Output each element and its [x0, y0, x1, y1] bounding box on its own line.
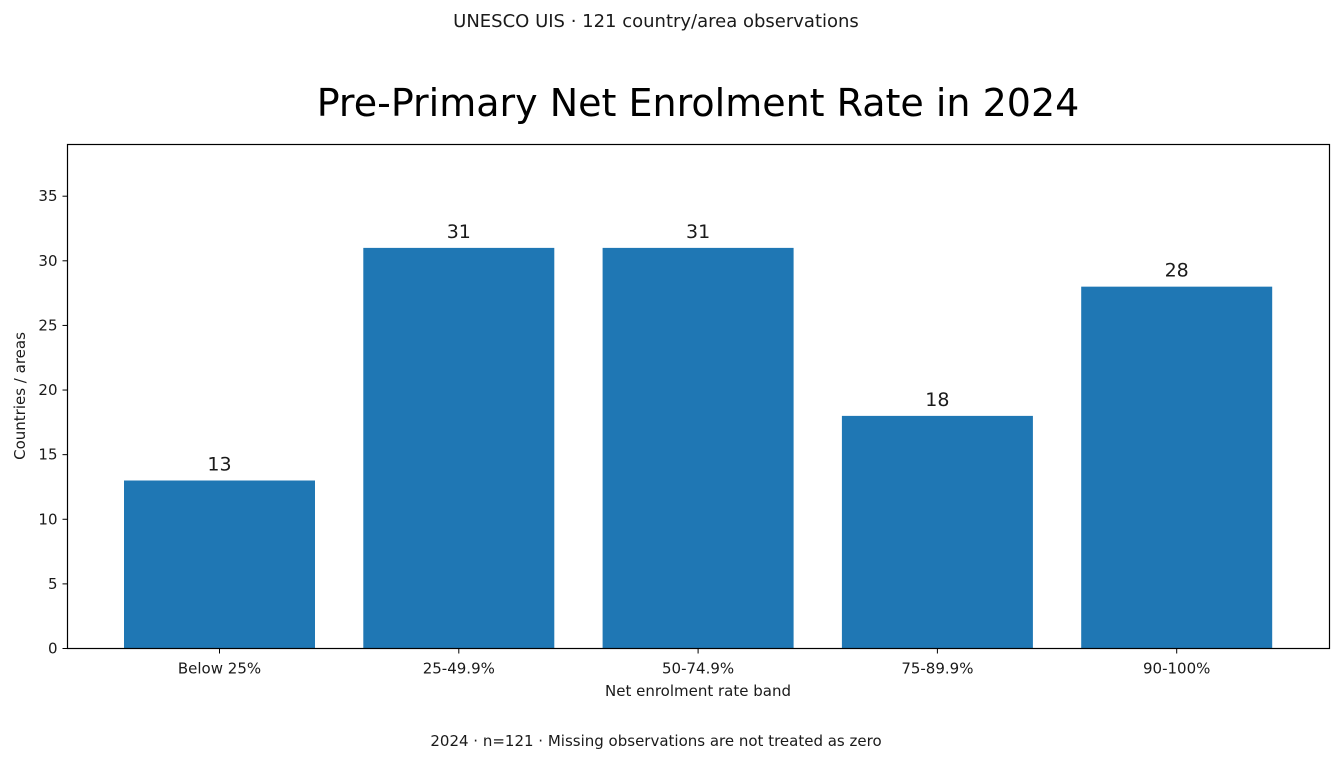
bar-value-label: 31	[686, 221, 710, 243]
y-tick-label: 25	[38, 316, 57, 334]
x-tick-label: 90-100%	[1143, 660, 1210, 678]
y-axis-ticks: 0 5 10 15 20 25 30 35	[38, 187, 68, 658]
chart-title: Pre-Primary Net Enrolment Rate in 2024	[317, 81, 1080, 125]
y-tick-label: 0	[48, 640, 58, 658]
bar	[124, 480, 315, 649]
x-tick-label: 75-89.9%	[901, 660, 973, 678]
y-tick-label: 20	[38, 381, 57, 399]
y-tick-label: 15	[38, 446, 57, 464]
y-axis-label: Countries / areas	[11, 332, 29, 460]
bar	[1081, 286, 1273, 649]
bar	[363, 247, 555, 649]
y-tick-label: 30	[38, 252, 57, 270]
bar	[602, 247, 794, 649]
x-tick-label: Below 25%	[178, 660, 261, 678]
y-tick-label: 5	[48, 575, 58, 593]
bar-value-label: 18	[925, 389, 949, 411]
bar-value-label: 13	[207, 454, 231, 476]
bar-value-label: 28	[1165, 260, 1189, 282]
y-tick-label: 10	[38, 510, 57, 528]
x-axis-label: Net enrolment rate band	[605, 682, 791, 700]
chart-suptitle: UNESCO UIS · 121 country/area observatio…	[453, 11, 859, 32]
bars-layer: 13 31 31 18 28	[124, 221, 1273, 649]
x-tick-label: 50-74.9%	[662, 660, 734, 678]
footer-note: 2024 · n=121 · Missing observations are …	[430, 732, 881, 750]
plot-frame	[66, 143, 1331, 650]
x-tick-label: 25-49.9%	[423, 660, 495, 678]
y-tick-label: 35	[38, 187, 57, 205]
bar-value-label: 31	[447, 221, 471, 243]
bar	[841, 415, 1033, 649]
x-axis-ticks: Below 25% 25-49.9% 50-74.9% 75-89.9% 90-100%	[178, 648, 1210, 678]
